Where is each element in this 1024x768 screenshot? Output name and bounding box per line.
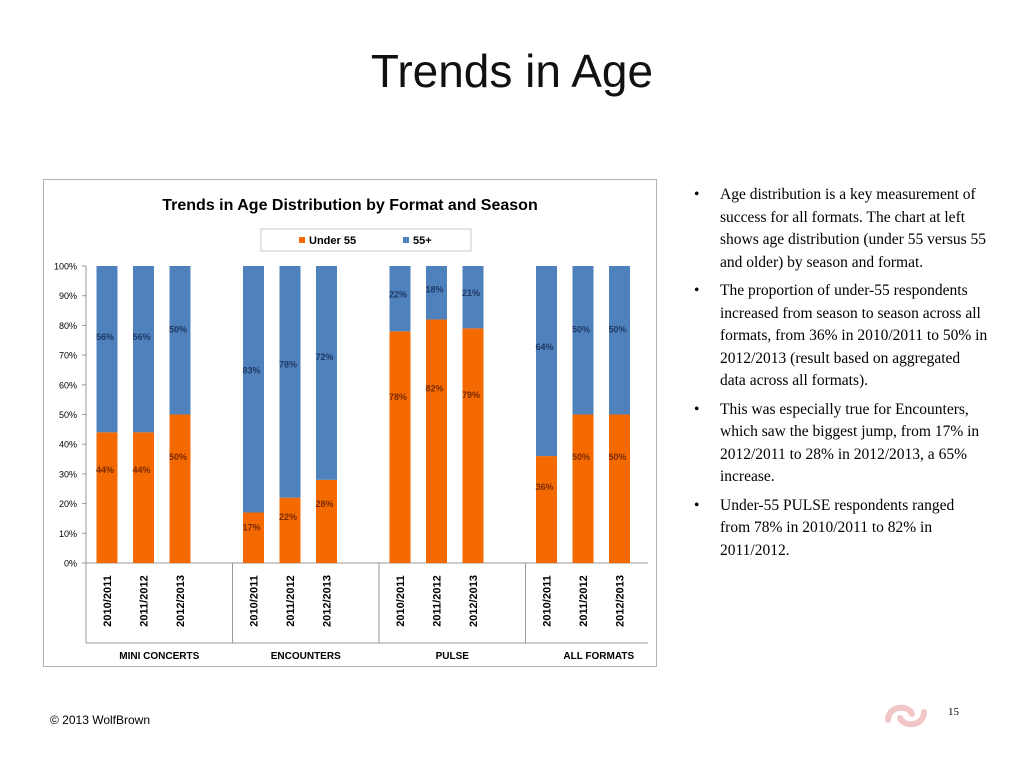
bar-under55 (572, 414, 594, 563)
legend-box (260, 228, 472, 252)
data-label-over55: 50% (608, 324, 626, 334)
y-tick-label: 100% (54, 262, 77, 272)
y-tick-label: 40% (59, 440, 77, 450)
group-label: PULSE (436, 651, 470, 662)
legend-swatch-under55 (299, 237, 305, 243)
x-tick-label: 2011/2012 (139, 575, 151, 626)
wolfbrown-logo-icon (885, 704, 927, 728)
slide-title: Trends in Age (370, 45, 654, 97)
x-tick-label: 2011/2012 (285, 575, 297, 626)
legend-label-over55: 55+ (413, 235, 432, 247)
data-label-over55: 78% (279, 359, 297, 369)
data-label-under55: 28% (315, 499, 333, 509)
bar-under55 (536, 456, 557, 563)
bar-over55 (133, 266, 154, 433)
bullet-list: Age distribution is a key measurement of… (688, 184, 988, 568)
group-label: ENCOUNTERS (271, 651, 341, 662)
bar-over55 (536, 266, 557, 457)
x-tick-label: 2012/2013 (468, 575, 480, 627)
x-tick-label: 2012/2013 (175, 575, 187, 627)
y-tick-label: 0% (64, 559, 77, 569)
bar-under55 (426, 319, 447, 563)
y-tick-label: 30% (59, 469, 77, 479)
bar-over55 (279, 266, 301, 498)
bar-over55 (389, 266, 411, 332)
data-label-under55: 50% (572, 452, 590, 462)
x-tick-label: 2012/2013 (322, 575, 334, 627)
data-label-under55: 79% (462, 390, 480, 400)
bar-under55 (389, 331, 411, 563)
data-label-over55: 50% (169, 324, 187, 334)
bar-over55 (462, 266, 484, 329)
x-tick-label: 2011/2012 (578, 575, 590, 626)
y-tick-label: 60% (59, 380, 77, 390)
data-label-under55: 82% (425, 384, 443, 394)
y-tick-label: 20% (59, 499, 77, 509)
bar-under55 (462, 328, 484, 563)
y-tick-label: 80% (59, 321, 77, 331)
bullet-item: Under-55 PULSE respondents ranged from 7… (688, 495, 988, 563)
bar-over55 (169, 266, 191, 415)
legend-swatch-over55 (403, 237, 409, 243)
y-tick-label: 70% (59, 351, 77, 361)
x-tick-label: 2012/2013 (615, 575, 627, 627)
data-label-over55: 50% (572, 324, 590, 334)
stacked-bar-chart: Trends in Age Distribution by Format and… (54, 197, 648, 662)
group-label: MINI CONCERTS (119, 651, 199, 662)
data-label-under55: 78% (389, 392, 407, 402)
bar-over55 (426, 266, 447, 320)
legend-label-under55: Under 55 (309, 235, 356, 247)
data-label-over55: 64% (535, 342, 553, 352)
chart-title: Trends in Age Distribution by Format and… (162, 197, 537, 214)
bar-under55 (609, 414, 630, 563)
bar-over55 (316, 266, 337, 480)
x-tick-label: 2011/2012 (432, 575, 444, 626)
data-label-over55: 18% (425, 284, 443, 294)
bullet-item: This was especially true for Encounters,… (688, 399, 988, 489)
data-label-under55: 44% (96, 465, 114, 475)
y-tick-label: 50% (59, 410, 77, 420)
bullet-item: The proportion of under-55 respondents i… (688, 280, 988, 393)
data-label-under55: 36% (535, 482, 553, 492)
bar-over55 (572, 266, 594, 415)
copyright-footer: © 2013 WolfBrown (50, 713, 151, 727)
data-label-under55: 17% (242, 523, 260, 533)
bullet-item: Age distribution is a key measurement of… (688, 184, 988, 274)
chart-frame: Trends in Age Distribution by Format and… (43, 179, 657, 667)
bar-under55 (96, 432, 118, 563)
data-label-over55: 21% (462, 288, 480, 298)
y-tick-label: 90% (59, 291, 77, 301)
bar-over55 (243, 266, 264, 513)
bar-under55 (243, 512, 264, 563)
data-label-under55: 22% (279, 512, 297, 522)
data-label-under55: 44% (132, 465, 150, 475)
x-tick-label: 2010/2011 (249, 575, 261, 626)
x-tick-label: 2010/2011 (102, 575, 114, 626)
data-label-over55: 22% (389, 289, 407, 299)
data-label-over55: 83% (242, 366, 260, 376)
bar-under55 (133, 432, 154, 563)
bar-under55 (279, 497, 301, 563)
data-label-under55: 50% (169, 452, 187, 462)
data-label-over55: 72% (315, 352, 333, 362)
bar-under55 (169, 414, 191, 563)
bar-over55 (96, 266, 118, 433)
data-label-under55: 50% (608, 452, 626, 462)
data-label-over55: 56% (96, 332, 114, 342)
x-tick-label: 2010/2011 (542, 575, 554, 626)
bar-under55 (316, 479, 337, 563)
bar-over55 (609, 266, 630, 415)
x-tick-label: 2010/2011 (395, 575, 407, 626)
y-tick-label: 10% (59, 529, 77, 539)
page-number: 15 (948, 706, 959, 718)
group-label: ALL FORMATS (563, 651, 634, 662)
data-label-over55: 56% (132, 332, 150, 342)
